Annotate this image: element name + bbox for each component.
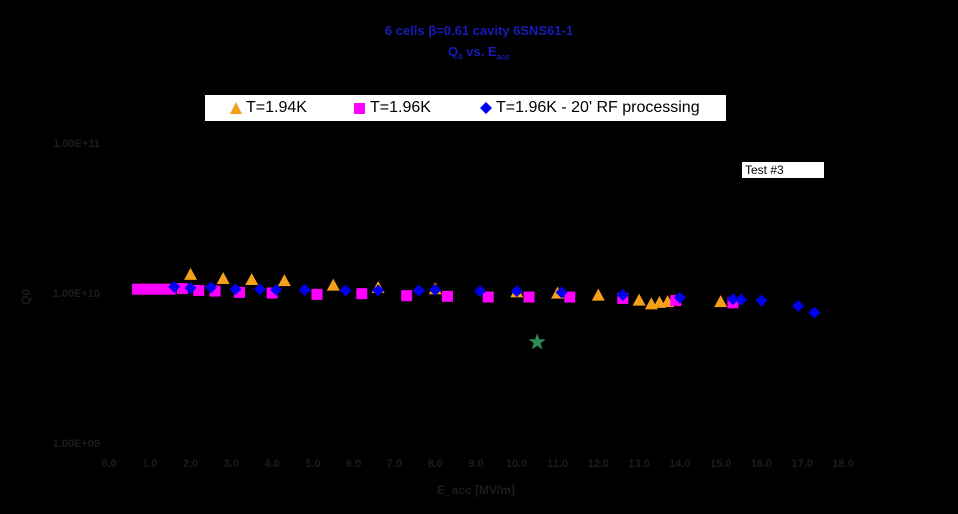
square-marker: [523, 291, 535, 303]
diamond-marker: [204, 281, 217, 294]
x-tick-label: 6.0: [346, 458, 361, 470]
square-marker: [164, 283, 176, 295]
square-marker: [670, 295, 682, 307]
x-tick-label: 3.0: [224, 458, 239, 470]
triangle-marker: [184, 267, 198, 280]
legend-label-196: T=1.96K: [370, 99, 431, 116]
triangle-icon: [230, 102, 242, 114]
diamond-marker: [792, 299, 805, 312]
diamond-marker: [555, 286, 568, 299]
legend-item-196: T=1.96K: [353, 95, 431, 121]
star-marker: [528, 333, 546, 350]
x-tick-label: 8.0: [428, 458, 443, 470]
square-marker: [176, 283, 188, 295]
x-tick-label: 9.0: [468, 458, 483, 470]
square-marker: [193, 284, 205, 296]
diamond-marker: [616, 288, 629, 301]
chart-subtitle: Q0 vs. Eacc: [0, 44, 958, 62]
diamond-marker: [339, 284, 352, 297]
x-tick-label: 18.0: [832, 458, 853, 470]
y-axis-label: Q0: [19, 289, 33, 305]
square-marker: [140, 283, 152, 295]
x-tick-label: 11.0: [547, 458, 568, 470]
x-tick-label: 16.0: [751, 458, 772, 470]
diamond-marker: [184, 281, 197, 294]
triangle-marker: [326, 278, 340, 291]
diamond-marker: [755, 294, 768, 307]
x-tick-label: 5.0: [305, 458, 320, 470]
chart-legend: T=1.94K T=1.96K T=1.96K - 20' RF process…: [205, 95, 726, 121]
diamond-marker: [270, 283, 283, 296]
test-label: Test #3: [742, 162, 824, 178]
square-marker: [148, 283, 160, 295]
diamond-marker: [735, 293, 748, 306]
subtitle-q-sub: 0: [458, 52, 463, 62]
legend-label-194: T=1.94K: [246, 99, 307, 116]
square-marker: [311, 288, 323, 300]
square-marker: [356, 288, 368, 300]
square-marker: [266, 287, 278, 299]
square-icon: [354, 103, 365, 114]
x-tick-label: 10.0: [506, 458, 527, 470]
legend-item-196rf: T=1.96K - 20' RF processing: [479, 95, 700, 121]
subtitle-q: Q: [448, 44, 459, 59]
square-marker: [209, 285, 221, 297]
square-marker: [441, 290, 453, 302]
square-marker: [156, 283, 168, 295]
diamond-marker: [253, 283, 266, 296]
legend-label-196rf: T=1.96K - 20' RF processing: [496, 99, 700, 116]
diamond-marker: [298, 283, 311, 296]
diamond-marker: [372, 284, 385, 297]
diamond-marker: [673, 291, 686, 304]
square-marker: [132, 283, 144, 295]
y-tick-label: 1.00E+10: [53, 288, 100, 300]
x-tick-label: 0.0: [101, 458, 116, 470]
diamond-marker: [429, 283, 442, 296]
diamond-marker: [229, 283, 242, 296]
y-tick-label: 1.00E+09: [53, 438, 100, 450]
triangle-marker: [714, 295, 728, 308]
chart-title: 6 cells β=0.61 cavity 6SNS61-1: [384, 23, 574, 38]
triangle-marker: [591, 288, 605, 301]
x-tick-label: 1.0: [142, 458, 157, 470]
triangle-marker: [216, 271, 230, 284]
diamond-marker: [412, 284, 425, 297]
square-marker: [401, 290, 413, 302]
x-tick-label: 15.0: [710, 458, 731, 470]
diamond-marker: [474, 285, 487, 298]
diamond-marker: [510, 285, 523, 298]
x-axis-label: E_acc [MV/m]: [437, 483, 515, 497]
square-marker: [482, 291, 494, 303]
x-tick-label: 7.0: [387, 458, 402, 470]
x-tick-label: 13.0: [628, 458, 649, 470]
square-marker: [564, 291, 576, 303]
legend-item-194: T=1.94K: [229, 95, 307, 121]
triangle-marker: [632, 293, 646, 306]
triangle-marker: [277, 274, 291, 287]
x-tick-label: 12.0: [588, 458, 609, 470]
x-tick-label: 14.0: [669, 458, 690, 470]
y-tick-label: 1.00E+11: [53, 138, 100, 150]
subtitle-e-sub: acc: [496, 52, 510, 62]
subtitle-vs-e: vs. E: [462, 44, 497, 59]
diamond-icon: [480, 102, 492, 114]
x-tick-label: 2.0: [183, 458, 198, 470]
diamond-marker: [808, 306, 821, 319]
x-tick-label: 4.0: [264, 458, 279, 470]
square-marker: [233, 286, 245, 298]
x-tick-label: 17.0: [792, 458, 813, 470]
triangle-marker: [245, 273, 259, 286]
diamond-marker: [168, 280, 181, 293]
diamond-marker: [726, 293, 739, 306]
